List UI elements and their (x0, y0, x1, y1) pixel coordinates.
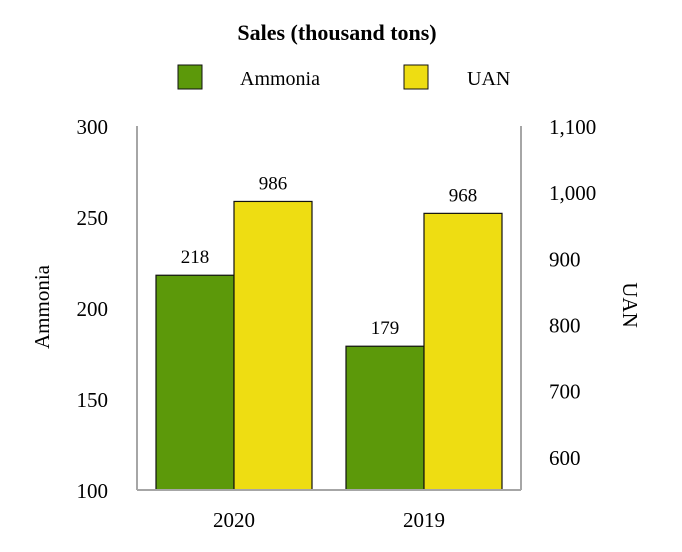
right-tick-label-800: 800 (549, 314, 581, 338)
bar-ammonia-2020 (155, 274, 235, 491)
left-tick-label-150: 150 (77, 388, 109, 412)
plot-area: 218 179 986 968 100 150 200 250 300 600 700 800 900 1… (77, 115, 597, 532)
legend-swatch-uan (403, 64, 429, 90)
left-tick-label-100: 100 (77, 479, 109, 503)
legend-label-ammonia: Ammonia (240, 68, 320, 90)
left-axis-label: Ammonia (30, 264, 54, 349)
left-tick-label-200: 200 (77, 297, 109, 321)
right-tick-label-900: 900 (549, 247, 581, 271)
left-tick-label-300: 300 (77, 115, 109, 139)
right-tick-label-1,100: 1,100 (549, 115, 596, 139)
legend: Ammonia UAN (177, 64, 510, 90)
right-tick-label-700: 700 (549, 380, 581, 404)
data-label-ammonia-2020: 218 (181, 247, 210, 268)
left-tick-label-250: 250 (77, 206, 109, 230)
data-label-uan-2020: 986 (259, 173, 288, 194)
x-tick-label-2020: 2020 (213, 508, 255, 532)
data-label-uan-2019: 968 (449, 185, 478, 206)
x-tick-label-2019: 2019 (403, 508, 445, 532)
bar-uan-2019 (423, 212, 503, 491)
right-tick-label-1,000: 1,000 (549, 181, 596, 205)
chart-title: Sales (thousand tons) (237, 20, 436, 45)
legend-swatch-ammonia (177, 64, 203, 90)
legend-label-uan: UAN (467, 68, 510, 90)
bar-uan-2020 (233, 200, 313, 491)
bar-ammonia-2019 (345, 345, 425, 491)
right-axis-label: UAN (618, 282, 642, 328)
data-label-ammonia-2019: 179 (371, 318, 400, 339)
right-tick-label-600: 600 (549, 446, 581, 470)
